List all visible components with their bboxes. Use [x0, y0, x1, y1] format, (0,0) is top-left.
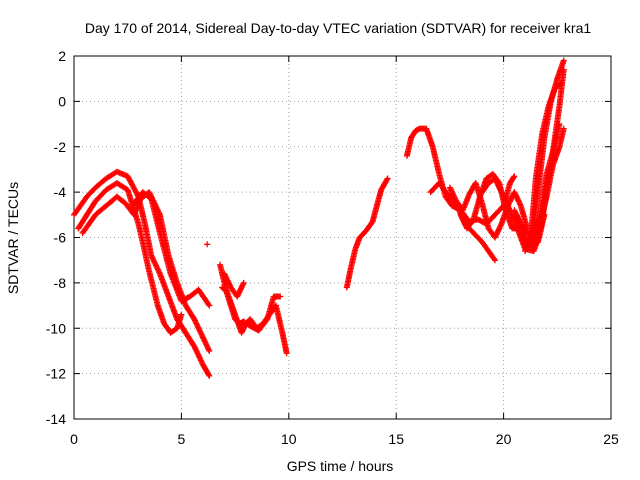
data-point [206, 347, 213, 354]
y-tick-label: -2 [54, 139, 67, 155]
y-tick-label: 2 [58, 48, 66, 64]
y-tick-label: -10 [46, 320, 66, 336]
chart-title: Day 170 of 2014, Sidereal Day-to-day VTE… [85, 20, 591, 36]
data-point [206, 372, 213, 379]
data-point [492, 257, 499, 264]
x-tick-label: 25 [603, 431, 619, 447]
data-point [368, 219, 375, 226]
series-trace-q [530, 125, 567, 246]
data-point [383, 176, 390, 183]
y-tick-label: -12 [46, 366, 66, 382]
data-point [205, 301, 212, 308]
data-point [556, 121, 563, 128]
y-tick-label: 0 [58, 93, 66, 109]
y-tick-label: -4 [54, 184, 67, 200]
y-tick-label: -8 [54, 275, 67, 291]
data-point [558, 80, 565, 87]
data-point [277, 293, 284, 300]
data-point [283, 350, 290, 357]
data-point [511, 173, 518, 180]
data-point [557, 81, 564, 88]
x-axis-label: GPS time / hours [287, 458, 394, 474]
data-point [560, 57, 567, 64]
data-point [491, 255, 498, 262]
y-tick-label: -14 [46, 411, 66, 427]
data-point [204, 241, 211, 248]
axis-ticks: 0 5 10 15 20 25 -14 -12 -10 -8 -6 -4 -2 0 2 [46, 48, 619, 447]
series-trace-c [79, 189, 213, 354]
y-axis-label: SDTVAR / TECUs [5, 182, 21, 294]
series-trace-h [343, 175, 391, 291]
data-point [206, 302, 213, 309]
series-trace-b [75, 180, 185, 336]
grid-lines [74, 56, 611, 419]
x-tick-label: 0 [70, 431, 78, 447]
series-trace-f [219, 284, 284, 334]
x-tick-label: 15 [388, 431, 404, 447]
data-marks [71, 57, 567, 379]
data-point [510, 174, 517, 181]
x-tick-label: 5 [178, 431, 186, 447]
data-point [178, 311, 185, 318]
series-outlier [204, 241, 211, 248]
data-point [560, 125, 567, 132]
series-trace-o [522, 80, 565, 255]
data-point [205, 371, 212, 378]
y-tick-label: -6 [54, 230, 67, 246]
series-trace-g [221, 270, 247, 300]
data-point [384, 175, 391, 182]
series-trace-d [131, 189, 213, 309]
data-point [240, 279, 247, 286]
x-tick-label: 10 [281, 431, 297, 447]
series-trace-a [71, 168, 213, 379]
x-tick-label: 20 [496, 431, 512, 447]
